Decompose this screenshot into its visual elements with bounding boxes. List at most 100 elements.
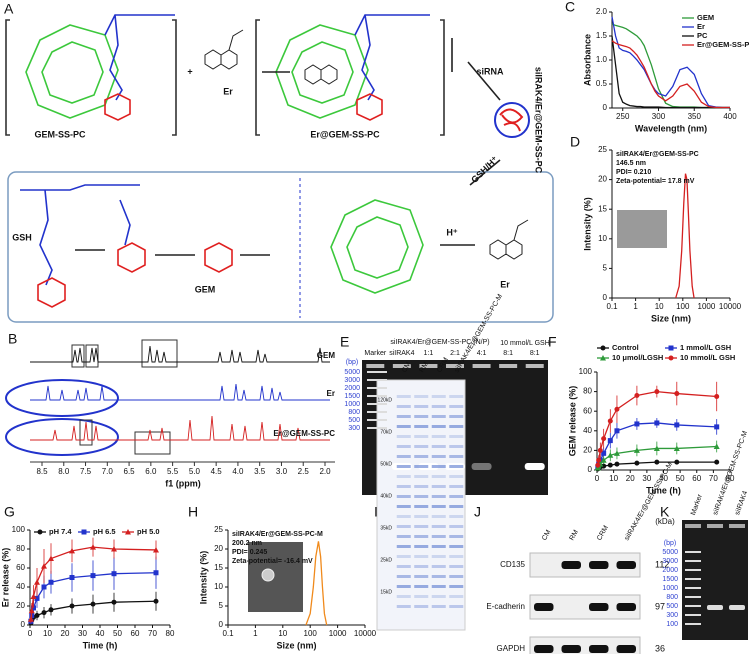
scheme-label: H⁺ — [446, 227, 457, 237]
trace-label: Er@GEM-SS-PC — [273, 429, 335, 438]
blot-band — [414, 475, 429, 478]
blot-band — [396, 425, 411, 428]
annotation: PDI= 0.210 — [616, 169, 651, 176]
x-tick-label: 100 — [676, 302, 690, 311]
blot-band — [396, 495, 411, 498]
annotation: PDI= 0.245 — [232, 549, 267, 556]
gel-band — [524, 463, 545, 470]
y-tick-label: 25 — [598, 145, 607, 154]
blot-band — [449, 405, 464, 408]
ladder-label: 500 — [666, 603, 678, 610]
data-point — [674, 391, 680, 397]
panel-label: J — [474, 504, 481, 520]
gel-band — [729, 605, 745, 610]
data-point — [614, 461, 620, 467]
annotation: Zeta-potential= 17.8 mV — [616, 178, 695, 185]
x-tick-label: 10000 — [354, 629, 377, 638]
data-point — [69, 575, 75, 580]
x-tick-label: 20 — [61, 629, 70, 638]
data-point — [601, 436, 607, 442]
blot-band — [431, 485, 446, 488]
gel-well — [685, 524, 701, 528]
marker-label: 40kD — [380, 493, 392, 499]
x-tick-label: 10 — [609, 474, 618, 483]
x-tick-label: 1 — [633, 302, 638, 311]
x-tick-label: 30 — [642, 474, 651, 483]
y-tick-label: 5 — [219, 601, 224, 610]
blot-band — [449, 455, 464, 458]
lane-label: 8:1 — [503, 350, 513, 357]
row-label: GAPDH — [497, 644, 526, 653]
data-point — [600, 355, 606, 361]
legend-label: GEM — [697, 13, 714, 22]
blot-band — [414, 545, 429, 548]
y-tick-label: 0 — [603, 103, 608, 112]
lane-label: 2:1 — [450, 350, 460, 357]
ladder-band — [367, 411, 387, 413]
gel-well — [729, 524, 745, 528]
ladder-label: 500 — [348, 417, 360, 424]
data-point — [34, 579, 40, 585]
data-point — [597, 447, 603, 453]
tem-particle — [261, 568, 275, 582]
x-tick-label: 10 — [278, 629, 287, 638]
ladder-label: 5000 — [344, 369, 360, 376]
data-point — [600, 457, 607, 463]
panel-label: I — [374, 504, 378, 520]
row-label: E-cadherin — [486, 602, 525, 611]
data-point — [668, 345, 674, 351]
blot-band — [414, 605, 429, 608]
blot-band — [431, 415, 446, 418]
blot-band — [449, 545, 464, 548]
nmr-trace — [30, 415, 330, 441]
blot-band — [396, 395, 411, 398]
ladder-label: 1000 — [662, 585, 678, 592]
ladder-band — [367, 387, 387, 389]
x-axis-label: Size (nm) — [276, 640, 316, 650]
blot-band — [414, 405, 429, 408]
blot-band — [589, 603, 609, 611]
marker-label: 25kD — [380, 557, 392, 563]
blot-band — [414, 455, 429, 458]
data-point — [634, 393, 640, 399]
gel-note: 10 mmol/L GSH — [500, 340, 550, 347]
ladder-band — [685, 578, 701, 580]
blot-band — [396, 595, 411, 598]
x-tick-label: 4.0 — [232, 467, 244, 476]
y-tick-label: 40 — [16, 582, 25, 591]
blot-band — [534, 603, 554, 611]
x-tick-label: 10 — [655, 302, 664, 311]
ladder-band — [367, 371, 387, 373]
trace-label: Er — [327, 389, 335, 398]
data-point — [125, 529, 131, 535]
y-tick-label: 20 — [16, 601, 25, 610]
gel-well — [419, 364, 438, 368]
series-line — [611, 40, 730, 109]
blot-band — [431, 425, 446, 428]
ladder-label: 1500 — [662, 576, 678, 583]
blot-band — [431, 435, 446, 438]
y-tick-label: 10 — [598, 234, 607, 243]
ladder-band — [685, 551, 701, 553]
y-tick-label: 15 — [214, 563, 223, 572]
nmr-trace — [30, 345, 330, 363]
blot-band — [396, 445, 411, 448]
data-point — [653, 445, 660, 451]
ladder-label: 300 — [666, 612, 678, 619]
y-tick-label: 20 — [214, 544, 223, 553]
data-point — [607, 462, 613, 468]
blot-band — [414, 445, 429, 448]
x-tick-label: 250 — [616, 112, 630, 121]
data-point — [30, 593, 37, 599]
marker-label: 35kD — [380, 525, 392, 531]
blot-band — [431, 585, 446, 588]
blot-band — [396, 465, 411, 468]
lane-label: Marker — [364, 350, 386, 357]
blot-band — [396, 565, 411, 568]
blot-band — [414, 395, 429, 398]
series-line — [597, 390, 717, 466]
blot-band — [396, 485, 411, 488]
blot-band — [431, 455, 446, 458]
blot-band — [396, 405, 411, 408]
data-point — [153, 598, 159, 604]
